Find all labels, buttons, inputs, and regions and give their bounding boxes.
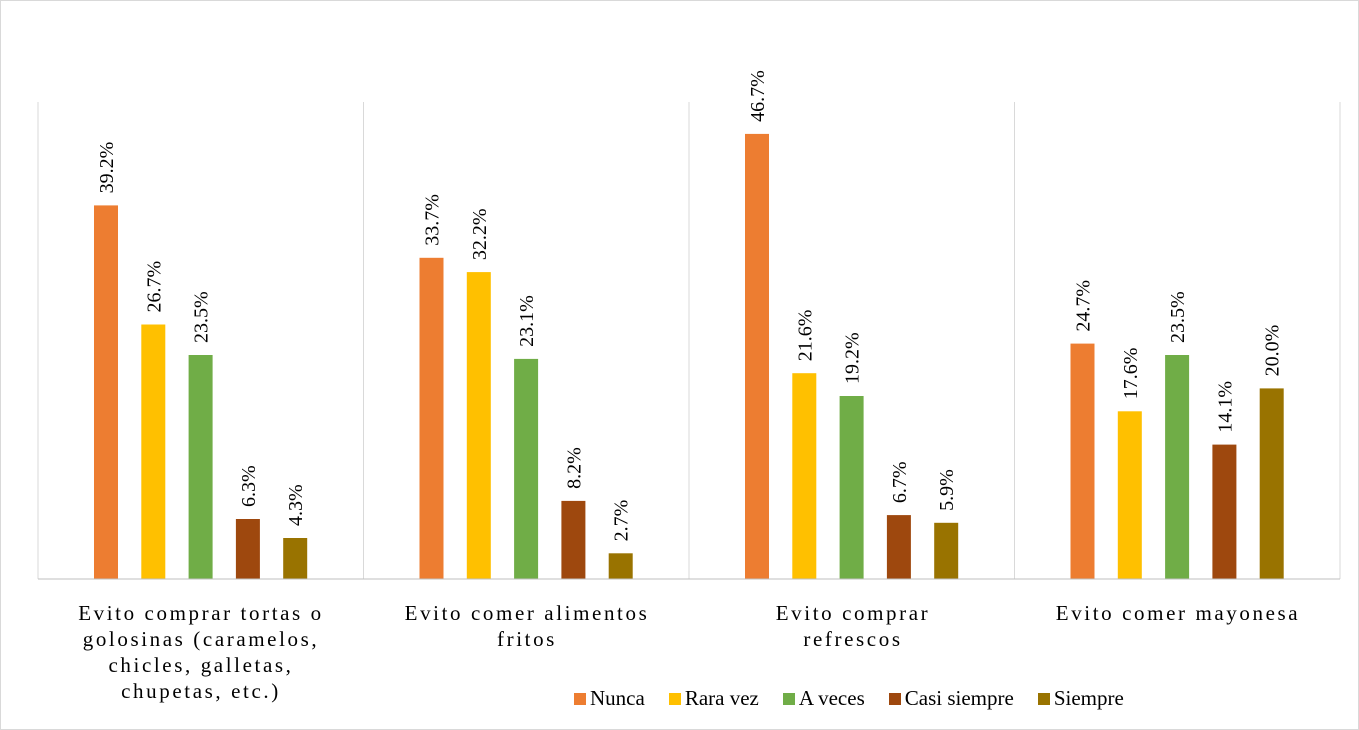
bar-siempre-3 bbox=[1259, 388, 1284, 579]
category-label-line: chupetas, etc.) bbox=[121, 679, 281, 703]
bar-nunca-3 bbox=[1070, 343, 1095, 579]
legend-label: Siempre bbox=[1053, 686, 1124, 710]
value-label: 6.7% bbox=[889, 461, 911, 503]
value-label: 26.7% bbox=[143, 261, 165, 313]
bar-casi-siempre-0 bbox=[235, 519, 260, 579]
value-label: 39.2% bbox=[96, 142, 118, 194]
legend-item-casi-siempre: Casi siempre bbox=[888, 686, 1014, 711]
value-label: 17.6% bbox=[1120, 348, 1142, 400]
category-label-3: Evito comer mayonesa bbox=[1015, 600, 1341, 626]
category-label-line: fritos bbox=[497, 627, 557, 651]
value-label: 32.2% bbox=[469, 208, 491, 260]
legend-swatch bbox=[574, 692, 586, 705]
legend: Nunca Rara vez A veces Casi siempre Siem… bbox=[574, 686, 1124, 711]
bar-casi-siempre-3 bbox=[1212, 444, 1237, 579]
category-label-2: Evito comprar refrescos bbox=[690, 600, 1016, 652]
bar-a-veces-0 bbox=[188, 355, 213, 579]
category-label-line: Evito comprar bbox=[775, 601, 931, 625]
legend-item-a-veces: A veces bbox=[782, 686, 865, 711]
legend-swatch bbox=[1037, 692, 1050, 705]
value-label: 2.7% bbox=[611, 500, 633, 542]
legend-swatch bbox=[888, 692, 901, 705]
legend-item-nunca: Nunca bbox=[574, 686, 645, 711]
value-label: 23.5% bbox=[1167, 291, 1189, 343]
bar-siempre-0 bbox=[283, 538, 308, 579]
legend-label: Rara vez bbox=[684, 686, 759, 710]
category-label-line: Evito comprar tortas o bbox=[78, 601, 324, 625]
legend-item-rara-vez: Rara vez bbox=[668, 686, 759, 711]
value-label: 33.7% bbox=[422, 194, 444, 246]
value-label: 8.2% bbox=[563, 447, 585, 489]
legend-label: Nunca bbox=[590, 686, 645, 710]
legend-swatch bbox=[668, 692, 681, 705]
category-separators bbox=[37, 102, 1341, 579]
category-label-0: Evito comprar tortas o golosinas (carame… bbox=[38, 600, 364, 704]
bar-a-veces-2 bbox=[839, 396, 864, 579]
legend-swatch bbox=[782, 692, 795, 705]
bar-nunca-2 bbox=[745, 133, 769, 579]
bar-nunca-0 bbox=[94, 205, 118, 579]
bar-rara-vez-3 bbox=[1117, 411, 1142, 579]
value-label: 21.6% bbox=[794, 310, 816, 362]
category-label-line: Evito comer mayonesa bbox=[1055, 601, 1301, 625]
bar-casi-siempre-2 bbox=[886, 515, 911, 579]
bar-casi-siempre-1 bbox=[561, 500, 586, 579]
bar-nunca-1 bbox=[419, 257, 444, 579]
value-label: 20.0% bbox=[1262, 325, 1284, 377]
category-label-line: chicles, galletas, bbox=[108, 653, 294, 677]
value-label: 6.3% bbox=[238, 465, 260, 507]
value-label: 23.1% bbox=[516, 295, 538, 347]
bar-siempre-1 bbox=[608, 553, 633, 579]
category-label-1: Evito comer alimentos fritos bbox=[364, 600, 690, 652]
legend-label: A veces bbox=[798, 686, 865, 710]
bar-rara-vez-2 bbox=[792, 373, 817, 579]
bar-a-veces-1 bbox=[514, 358, 539, 579]
legend-label: Casi siempre bbox=[904, 686, 1014, 710]
bars bbox=[94, 133, 1284, 579]
bar-a-veces-3 bbox=[1165, 355, 1190, 579]
value-labels: 39.2% 33.7% 46.7% 24.7% 26.7% 32.2% 21.6% 17.6%… bbox=[96, 70, 1284, 541]
category-label-line: golosinas (caramelos, bbox=[82, 627, 320, 651]
legend-item-siempre: Siempre bbox=[1037, 686, 1124, 711]
category-label-line: Evito comer alimentos bbox=[404, 601, 650, 625]
category-label-line: refrescos bbox=[803, 627, 903, 651]
value-label: 14.1% bbox=[1214, 381, 1236, 433]
value-label: 23.5% bbox=[191, 291, 213, 343]
value-label: 19.2% bbox=[842, 332, 864, 384]
bar-rara-vez-1 bbox=[466, 272, 491, 579]
value-label: 24.7% bbox=[1073, 280, 1095, 332]
value-label: 4.3% bbox=[285, 484, 307, 526]
value-label: 46.7% bbox=[747, 70, 769, 122]
bar-siempre-2 bbox=[934, 522, 959, 579]
value-label: 5.9% bbox=[936, 469, 958, 511]
bar-rara-vez-0 bbox=[141, 324, 166, 579]
